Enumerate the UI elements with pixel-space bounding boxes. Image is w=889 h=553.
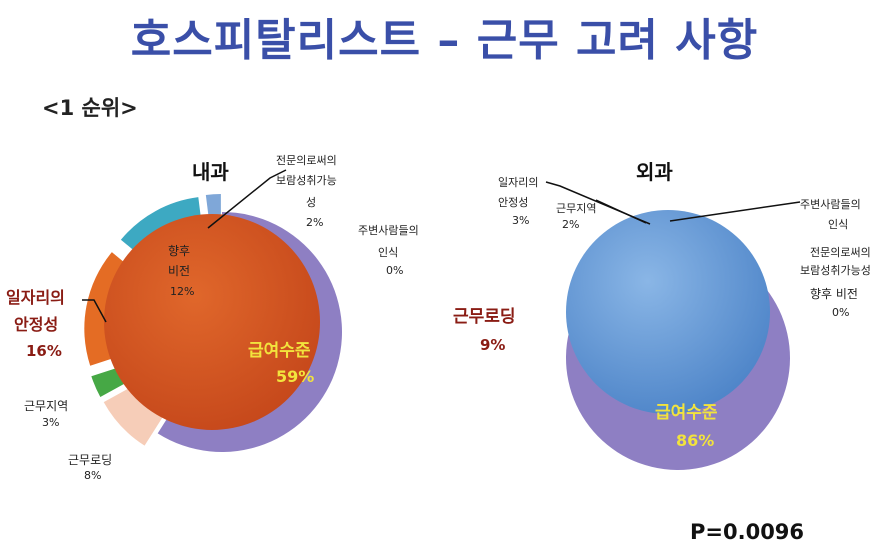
right-label-workload: 근무로딩 (453, 307, 516, 327)
left-label-fulfillment-1: 전문의로써의 (276, 154, 337, 167)
left-label-vision-1: 향후 (168, 244, 190, 258)
left-value-salary: 59% (276, 367, 314, 386)
leader-left-stability (82, 299, 107, 323)
left-label-workload: 근무로딩 (68, 453, 112, 467)
right-label-stability-1: 일자리의 (498, 175, 538, 189)
right-value-workload: 9% (480, 336, 505, 354)
surgery-pie (565, 210, 790, 471)
chart-title-internal: 내과 (192, 160, 229, 184)
right-label-stability-2: 안정성 (498, 196, 528, 209)
p-value: P=0.0096 (690, 520, 805, 544)
left-label-fulfillment-2: 보람성취가능 (276, 174, 337, 187)
internal-medicine-pie (84, 194, 342, 452)
left-label-location: 근무지역 (24, 399, 68, 413)
right-value-location: 2% (562, 218, 579, 231)
slide-subtitle: <1 순위> (42, 96, 138, 120)
right-label-vision: 향후 비전 (810, 287, 858, 301)
leader-lines (82, 169, 801, 323)
left-value-workload: 8% (84, 469, 101, 482)
right-label-perception-1: 주변사람들의 (800, 198, 861, 211)
left-label-vision-2: 비전 (168, 264, 190, 278)
left-label-stability-2: 안정성 (14, 315, 58, 334)
right-pie-face (566, 210, 770, 414)
right-label-fulfillment-1: 전문의로써의 (810, 246, 871, 259)
leader-right-location (595, 199, 647, 224)
left-pie-face (104, 214, 320, 430)
leader-right-perception (669, 201, 801, 222)
leader-left-fulfillment (207, 169, 287, 229)
left-value-vision: 12% (170, 285, 194, 298)
right-value-vision: 0% (832, 306, 849, 319)
left-label-fulfillment-3: 성 (306, 196, 316, 209)
left-value-stability: 16% (26, 342, 62, 360)
right-label-salary: 급여수준 (655, 403, 718, 423)
slide-title: 호스피탈리스트 – 근무 고려 사항 (130, 15, 759, 66)
left-value-perception: 0% (386, 264, 403, 277)
chart-title-surgery: 외과 (636, 160, 673, 184)
right-value-salary: 86% (676, 431, 714, 450)
left-label-perception-1: 주변사람들의 (358, 224, 419, 237)
right-label-fulfillment-2: 보람성취가능성 (800, 264, 871, 277)
right-label-location: 근무지역 (556, 202, 596, 215)
left-label-stability-1: 일자리의 (6, 288, 65, 307)
right-value-stability: 3% (512, 214, 529, 227)
right-labels: 급여수준 86% 근무로딩 9% 일자리의 안정성 3% 근무지역 2% 주변사… (453, 175, 871, 450)
left-labels: 급여수준 59% 근무로딩 8% 근무지역 3% 일자리의 안정성 16% 향후… (6, 154, 419, 482)
right-label-perception-2: 인식 (828, 218, 848, 231)
left-label-perception-2: 인식 (378, 246, 398, 259)
left-label-salary: 급여수준 (248, 341, 311, 361)
left-value-fulfillment: 2% (306, 216, 323, 229)
left-value-location: 3% (42, 416, 59, 429)
